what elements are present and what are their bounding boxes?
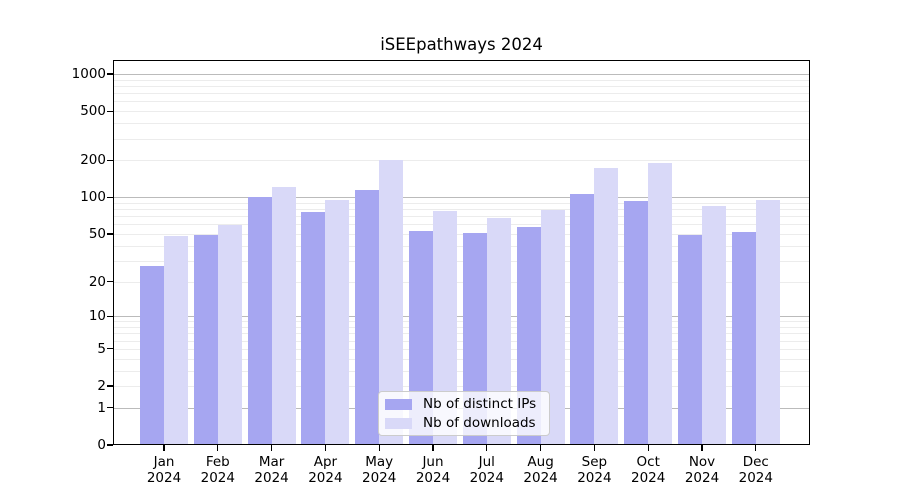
y-tick-label: 200 — [80, 152, 106, 169]
x-tick-label: Jul 2024 — [469, 454, 504, 486]
y-tick-mark — [107, 280, 113, 283]
bar-distinct-ips — [140, 266, 164, 445]
y-tick-label: 5 — [97, 340, 106, 357]
y-tick-label: 10 — [88, 308, 106, 325]
minor-gridline — [114, 93, 810, 95]
y-tick-label: 50 — [88, 225, 106, 242]
minor-gridline — [114, 202, 810, 204]
x-tick-mark — [324, 445, 327, 451]
x-tick-mark — [163, 445, 165, 451]
y-tick-mark — [107, 385, 113, 387]
bar-distinct-ips — [193, 234, 218, 445]
y-tick-label: 0 — [97, 437, 106, 453]
y-tick-mark — [107, 110, 113, 112]
x-tick-mark — [593, 445, 596, 451]
x-tick-label: Oct 2024 — [631, 454, 666, 486]
x-tick-mark — [432, 445, 434, 451]
legend-label-downloads: Nb of downloads — [423, 415, 536, 431]
y-tick-label: 2 — [97, 378, 106, 394]
minor-gridline — [114, 138, 810, 140]
bar-distinct-ips — [570, 193, 595, 445]
bar-downloads — [164, 236, 188, 445]
minor-gridline — [114, 101, 810, 103]
x-tick-label: Aug 2024 — [523, 454, 558, 486]
minor-gridline — [114, 160, 810, 162]
y-tick-label: 1000 — [71, 66, 106, 82]
bar-downloads — [271, 187, 296, 445]
y-tick-mark — [107, 196, 113, 198]
x-tick-mark — [270, 445, 273, 451]
bar-downloads — [755, 200, 780, 445]
y-tick-label: 20 — [88, 273, 106, 290]
bar-downloads — [648, 162, 673, 445]
x-tick-label: Jan 2024 — [146, 454, 182, 486]
x-tick-label: Feb 2024 — [200, 454, 235, 486]
legend-label-distinct-ips: Nb of distinct IPs — [423, 396, 537, 412]
x-tick-label: Sep 2024 — [577, 454, 612, 486]
x-tick-mark — [755, 445, 757, 451]
legend-item-downloads: Nb of downloads — [385, 415, 542, 431]
minor-gridline — [114, 79, 810, 81]
bar-downloads — [325, 199, 350, 445]
x-tick-mark — [217, 445, 219, 451]
bar-distinct-ips — [301, 211, 326, 445]
y-tick-mark — [107, 233, 113, 235]
bar-downloads — [702, 205, 726, 445]
bar-distinct-ips — [624, 201, 649, 445]
x-tick-mark — [486, 445, 488, 451]
x-tick-mark — [647, 445, 649, 451]
y-tick-mark — [107, 444, 113, 446]
minor-gridline — [114, 123, 810, 125]
y-tick-label: 500 — [80, 103, 106, 120]
x-tick-label: Apr 2024 — [308, 454, 343, 486]
bar-distinct-ips — [678, 234, 702, 445]
minor-gridline — [114, 111, 810, 113]
legend-swatch-distinct-ips — [385, 398, 412, 410]
x-tick-mark — [539, 445, 542, 451]
x-tick-label: Dec 2024 — [738, 454, 773, 486]
x-tick-label: Mar 2024 — [254, 454, 289, 486]
legend-swatch-downloads — [385, 417, 412, 429]
y-tick-mark — [107, 315, 113, 317]
y-tick-mark — [107, 73, 113, 75]
y-tick-label: 100 — [80, 189, 106, 206]
y-tick-mark — [107, 159, 113, 161]
major-gridline — [114, 74, 810, 75]
bar-distinct-ips — [355, 189, 380, 445]
minor-gridline — [114, 85, 810, 87]
legend-item-distinct-ips: Nb of distinct IPs — [385, 396, 542, 412]
y-tick-mark — [107, 348, 113, 350]
x-tick-label: Jun 2024 — [415, 454, 451, 486]
major-gridline — [114, 197, 810, 199]
x-tick-label: May 2024 — [362, 454, 397, 486]
bar-distinct-ips — [247, 197, 272, 445]
x-tick-mark — [378, 445, 380, 451]
bar-downloads — [594, 167, 619, 445]
legend: Nb of distinct IPs Nb of downloads — [378, 391, 550, 436]
x-tick-label: Nov 2024 — [684, 454, 720, 486]
chart-title: iSEEpathways 2024 — [380, 35, 543, 54]
x-tick-mark — [701, 445, 703, 451]
y-tick-label: 1 — [97, 399, 106, 416]
bar-distinct-ips — [731, 231, 756, 445]
y-tick-mark — [107, 407, 113, 409]
bar-downloads — [217, 225, 242, 445]
